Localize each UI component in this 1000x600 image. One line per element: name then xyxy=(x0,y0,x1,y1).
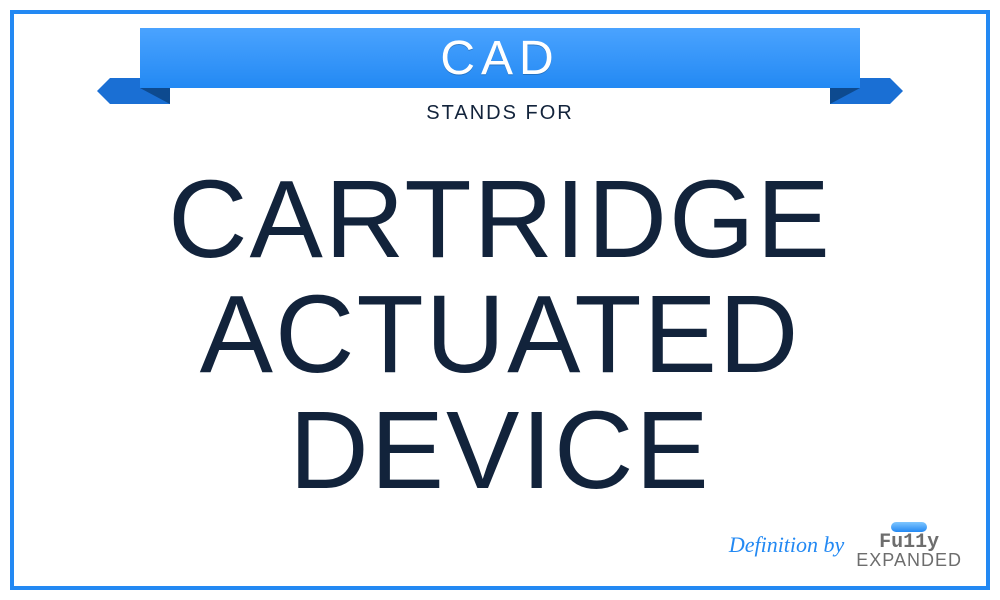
card-frame: CAD STANDS FOR CARTRIDGE ACTUATED DEVICE… xyxy=(10,10,990,590)
definition-text: CARTRIDGE ACTUATED DEVICE xyxy=(74,162,926,509)
ribbon-fold-right xyxy=(830,88,860,104)
ribbon: CAD xyxy=(90,28,910,98)
stands-for-label: STANDS FOR xyxy=(14,102,986,125)
footer: Definition by Fu11y EXPANDED xyxy=(729,522,962,568)
ribbon-fold-left xyxy=(140,88,170,104)
acronym-text: CAD xyxy=(440,31,559,86)
brand-logo-bottom: EXPANDED xyxy=(856,552,962,568)
definition-area: CARTRIDGE ACTUATED DEVICE xyxy=(74,164,926,506)
definition-by-label: Definition by xyxy=(729,532,844,558)
ribbon-main: CAD xyxy=(140,28,860,88)
brand-logo: Fu11y EXPANDED xyxy=(856,522,962,568)
